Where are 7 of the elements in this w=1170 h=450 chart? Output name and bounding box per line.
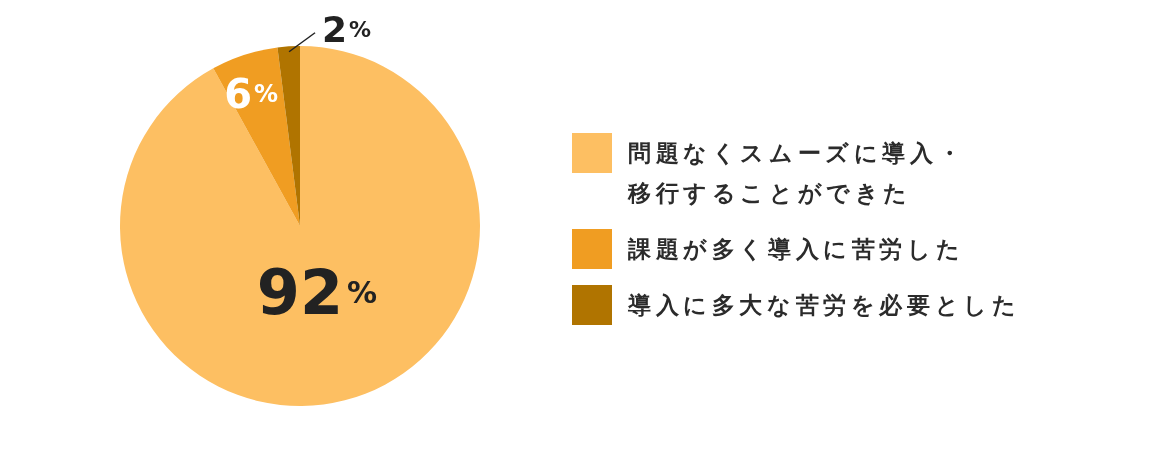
data-label: 92% [256, 255, 378, 329]
legend-label: 問題なくスムーズに導入・移行することができた [628, 139, 966, 208]
legend-label: 課題が多く導入に苦労した [628, 235, 965, 264]
data-label: 2% [322, 8, 372, 50]
legend-label: 導入に多大な苦労を必要とした [628, 291, 1021, 320]
data-label: 6% [224, 71, 279, 118]
pie-slice [120, 46, 480, 406]
